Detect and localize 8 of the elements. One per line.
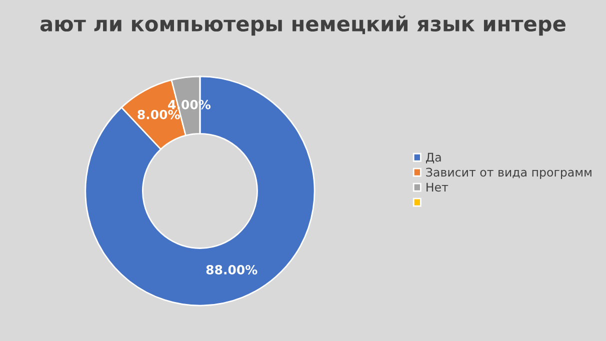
data-label: 8.00% <box>138 110 180 120</box>
donut-slice <box>84 76 316 306</box>
chart-title: ают ли компьютеры немецкий язык интере <box>40 15 566 36</box>
legend-label: Да <box>426 152 441 164</box>
legend-label: Нет <box>426 182 448 192</box>
data-label: 4.00% <box>168 100 210 110</box>
legend-label: Зависит от вида программ <box>426 168 592 179</box>
data-label: 88.00% <box>206 265 258 274</box>
